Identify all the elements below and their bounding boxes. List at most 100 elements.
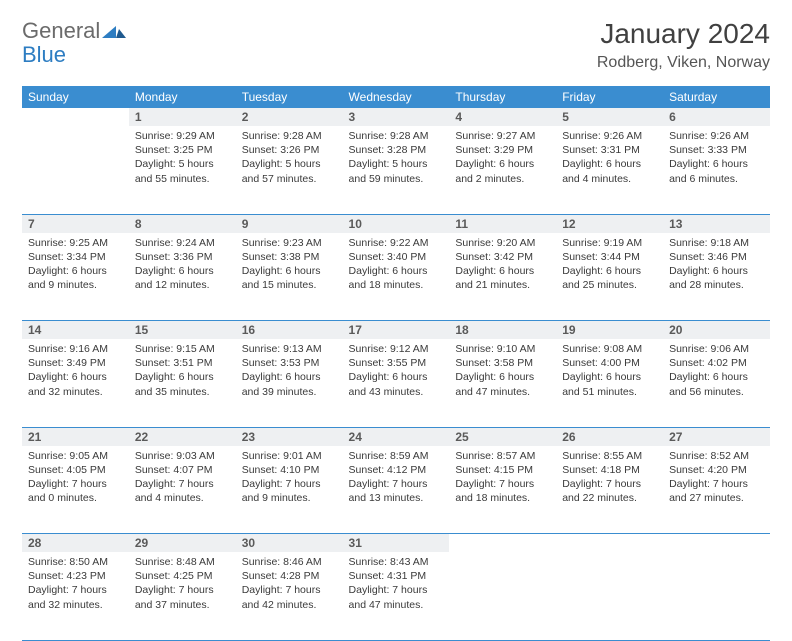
daylight-text: Daylight: 6 hours and 9 minutes. [28, 264, 123, 292]
location: Rodberg, Viken, Norway [597, 54, 770, 72]
day-number [449, 534, 556, 553]
sunrise-text: Sunrise: 9:26 AM [669, 129, 764, 143]
day-number: 19 [556, 321, 663, 340]
daylight-text: Daylight: 6 hours and 47 minutes. [455, 370, 550, 398]
day-cell: Sunrise: 8:55 AMSunset: 4:18 PMDaylight:… [556, 446, 663, 534]
day-number: 22 [129, 427, 236, 446]
day-number: 14 [22, 321, 129, 340]
day-cell: Sunrise: 9:19 AMSunset: 3:44 PMDaylight:… [556, 233, 663, 321]
weekday-header: Wednesday [343, 86, 450, 108]
day-number: 3 [343, 108, 450, 126]
day-number: 28 [22, 534, 129, 553]
sunrise-text: Sunrise: 9:23 AM [242, 236, 337, 250]
daylight-text: Daylight: 7 hours and 37 minutes. [135, 583, 230, 611]
day-cell: Sunrise: 9:22 AMSunset: 3:40 PMDaylight:… [343, 233, 450, 321]
daylight-text: Daylight: 6 hours and 51 minutes. [562, 370, 657, 398]
day-number: 4 [449, 108, 556, 126]
day-cell: Sunrise: 9:18 AMSunset: 3:46 PMDaylight:… [663, 233, 770, 321]
day-cell: Sunrise: 9:01 AMSunset: 4:10 PMDaylight:… [236, 446, 343, 534]
sunset-text: Sunset: 3:33 PM [669, 143, 764, 157]
sunset-text: Sunset: 4:18 PM [562, 463, 657, 477]
sunset-text: Sunset: 3:51 PM [135, 356, 230, 370]
day-number: 27 [663, 427, 770, 446]
sunset-text: Sunset: 4:23 PM [28, 569, 123, 583]
sunset-text: Sunset: 3:31 PM [562, 143, 657, 157]
day-cell: Sunrise: 9:20 AMSunset: 3:42 PMDaylight:… [449, 233, 556, 321]
sunset-text: Sunset: 4:12 PM [349, 463, 444, 477]
day-number: 30 [236, 534, 343, 553]
sunset-text: Sunset: 4:28 PM [242, 569, 337, 583]
sunset-text: Sunset: 3:38 PM [242, 250, 337, 264]
daynum-row: 123456 [22, 108, 770, 126]
sunset-text: Sunset: 4:07 PM [135, 463, 230, 477]
day-number: 5 [556, 108, 663, 126]
sunrise-text: Sunrise: 8:46 AM [242, 555, 337, 569]
sunrise-text: Sunrise: 9:13 AM [242, 342, 337, 356]
sunrise-text: Sunrise: 8:48 AM [135, 555, 230, 569]
calendar-table: Sunday Monday Tuesday Wednesday Thursday… [22, 86, 770, 641]
sunrise-text: Sunrise: 9:26 AM [562, 129, 657, 143]
day-number: 15 [129, 321, 236, 340]
daylight-text: Daylight: 6 hours and 21 minutes. [455, 264, 550, 292]
day-number [556, 534, 663, 553]
sunrise-text: Sunrise: 9:10 AM [455, 342, 550, 356]
sunset-text: Sunset: 4:25 PM [135, 569, 230, 583]
day-cell: Sunrise: 9:13 AMSunset: 3:53 PMDaylight:… [236, 339, 343, 427]
sunset-text: Sunset: 3:44 PM [562, 250, 657, 264]
header: General January 2024 Rodberg, Viken, Nor… [22, 18, 770, 72]
day-cell [22, 126, 129, 214]
day-number: 13 [663, 214, 770, 233]
sunset-text: Sunset: 3:46 PM [669, 250, 764, 264]
daylight-text: Daylight: 7 hours and 9 minutes. [242, 477, 337, 505]
weekday-header: Monday [129, 86, 236, 108]
sunset-text: Sunset: 3:28 PM [349, 143, 444, 157]
sunrise-text: Sunrise: 9:27 AM [455, 129, 550, 143]
daylight-text: Daylight: 7 hours and 22 minutes. [562, 477, 657, 505]
day-cell: Sunrise: 9:12 AMSunset: 3:55 PMDaylight:… [343, 339, 450, 427]
day-number [663, 534, 770, 553]
daylight-text: Daylight: 6 hours and 28 minutes. [669, 264, 764, 292]
daylight-text: Daylight: 6 hours and 12 minutes. [135, 264, 230, 292]
daylight-text: Daylight: 5 hours and 59 minutes. [349, 157, 444, 185]
sunset-text: Sunset: 4:00 PM [562, 356, 657, 370]
daynum-row: 21222324252627 [22, 427, 770, 446]
day-cell: Sunrise: 9:27 AMSunset: 3:29 PMDaylight:… [449, 126, 556, 214]
day-cell: Sunrise: 8:46 AMSunset: 4:28 PMDaylight:… [236, 552, 343, 640]
sunrise-text: Sunrise: 9:08 AM [562, 342, 657, 356]
day-cell: Sunrise: 8:43 AMSunset: 4:31 PMDaylight:… [343, 552, 450, 640]
weekday-header: Friday [556, 86, 663, 108]
day-number: 21 [22, 427, 129, 446]
weekday-header: Saturday [663, 86, 770, 108]
day-cell: Sunrise: 9:26 AMSunset: 3:33 PMDaylight:… [663, 126, 770, 214]
sunrise-text: Sunrise: 9:29 AM [135, 129, 230, 143]
logo-word1: General [22, 18, 100, 44]
day-cell: Sunrise: 8:48 AMSunset: 4:25 PMDaylight:… [129, 552, 236, 640]
day-number: 24 [343, 427, 450, 446]
sunrise-text: Sunrise: 8:50 AM [28, 555, 123, 569]
day-number [22, 108, 129, 126]
daylight-text: Daylight: 6 hours and 4 minutes. [562, 157, 657, 185]
daylight-text: Daylight: 7 hours and 18 minutes. [455, 477, 550, 505]
day-cell: Sunrise: 9:28 AMSunset: 3:26 PMDaylight:… [236, 126, 343, 214]
daylight-text: Daylight: 6 hours and 18 minutes. [349, 264, 444, 292]
day-cell [449, 552, 556, 640]
day-number: 26 [556, 427, 663, 446]
sunrise-text: Sunrise: 9:05 AM [28, 449, 123, 463]
sunrise-text: Sunrise: 8:57 AM [455, 449, 550, 463]
sunset-text: Sunset: 3:40 PM [349, 250, 444, 264]
daylight-text: Daylight: 7 hours and 47 minutes. [349, 583, 444, 611]
daylight-text: Daylight: 6 hours and 32 minutes. [28, 370, 123, 398]
sunrise-text: Sunrise: 8:52 AM [669, 449, 764, 463]
daylight-text: Daylight: 6 hours and 56 minutes. [669, 370, 764, 398]
day-cell: Sunrise: 9:23 AMSunset: 3:38 PMDaylight:… [236, 233, 343, 321]
weekday-header: Thursday [449, 86, 556, 108]
day-cell: Sunrise: 8:50 AMSunset: 4:23 PMDaylight:… [22, 552, 129, 640]
day-number: 9 [236, 214, 343, 233]
day-cell: Sunrise: 9:15 AMSunset: 3:51 PMDaylight:… [129, 339, 236, 427]
sunset-text: Sunset: 3:58 PM [455, 356, 550, 370]
sunrise-text: Sunrise: 9:06 AM [669, 342, 764, 356]
daynum-row: 14151617181920 [22, 321, 770, 340]
day-cell: Sunrise: 8:52 AMSunset: 4:20 PMDaylight:… [663, 446, 770, 534]
day-cell: Sunrise: 9:16 AMSunset: 3:49 PMDaylight:… [22, 339, 129, 427]
day-number: 11 [449, 214, 556, 233]
